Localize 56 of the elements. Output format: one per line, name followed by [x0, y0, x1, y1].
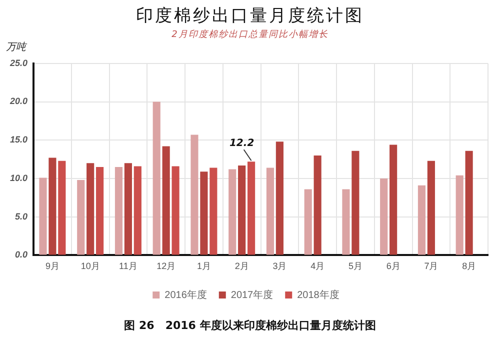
bar	[114, 166, 123, 255]
bar	[238, 165, 246, 255]
bar	[152, 102, 160, 255]
chart-title: 印度棉纱出口量月度统计图	[135, 5, 365, 27]
bar	[266, 168, 274, 255]
bar	[390, 144, 398, 255]
bar	[190, 134, 198, 255]
bar	[134, 166, 142, 255]
bar	[172, 166, 180, 255]
bar	[352, 150, 360, 255]
x-tick-label: 9月	[45, 261, 60, 272]
bar	[418, 185, 426, 255]
x-tick-label: 3月	[272, 261, 287, 272]
bar	[162, 146, 170, 255]
bar	[456, 175, 464, 255]
bar	[276, 142, 284, 255]
bar	[465, 150, 473, 255]
x-tick-label: 7月	[424, 261, 438, 272]
bar	[304, 189, 312, 255]
x-tick-label: 8月	[462, 261, 476, 272]
bar	[380, 178, 388, 255]
x-tick-label: 10月	[80, 261, 100, 272]
bar	[96, 166, 104, 255]
x-tick-label: 1月	[196, 261, 211, 272]
bar	[314, 155, 322, 255]
bar	[210, 168, 218, 255]
bar	[200, 172, 208, 255]
legend-label: 2016年度	[164, 288, 207, 301]
y-tick-label: 25.0	[8, 58, 28, 68]
x-tick-label: 11月	[119, 261, 138, 272]
bar	[39, 178, 47, 255]
x-tick-label: 5月	[348, 261, 362, 272]
bar	[124, 163, 132, 255]
legend-label: 2017年度	[230, 288, 274, 301]
bar	[342, 189, 350, 255]
y-tick-label: 10.0	[10, 172, 28, 183]
x-tick-label: 12月	[156, 261, 176, 272]
bar	[48, 158, 56, 255]
bar	[228, 169, 236, 255]
x-tick-label: 4月	[310, 261, 325, 272]
bar	[58, 160, 66, 255]
bar	[427, 160, 435, 255]
bar	[86, 163, 94, 255]
bar	[77, 180, 85, 255]
y-tick-label: 15.0	[10, 134, 28, 145]
x-tick-label: 2月	[234, 261, 249, 272]
y-tick-label: 5.0	[15, 211, 28, 222]
x-tick-label: 6月	[386, 261, 400, 272]
bar	[248, 162, 256, 255]
y-tick-label: 20.0	[8, 96, 28, 106]
y-tick-label: 0.0	[15, 250, 28, 260]
caption: 图 26 2016 年度以来印度棉纱出口量月度统计图	[123, 318, 377, 333]
y-axis-title: 万吨	[6, 40, 26, 54]
chart-subtitle: 2月印度棉纱出口总量同比小幅增长	[170, 28, 330, 41]
legend-label: 2018年度	[297, 288, 340, 301]
annotation: 12.2	[229, 138, 254, 150]
